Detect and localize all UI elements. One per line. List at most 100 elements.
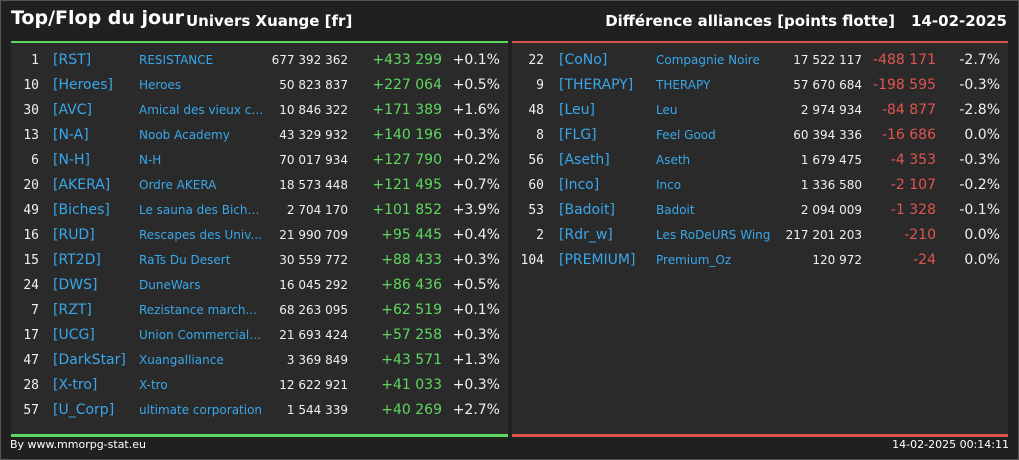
- alliance-rank: 22: [528, 53, 544, 68]
- alliance-tag-link[interactable]: [DWS]: [53, 277, 98, 293]
- alliance-tag-link[interactable]: [U_Corp]: [53, 402, 115, 418]
- alliance-name-link[interactable]: Premium_Oz: [656, 253, 732, 267]
- footer-timestamp: 14-02-2025 00:14:11: [892, 438, 1009, 451]
- alliance-name-link[interactable]: Badoit: [656, 203, 695, 217]
- alliance-rank: 17: [23, 328, 39, 343]
- points-difference: +88 433: [381, 252, 442, 268]
- alliance-name-link[interactable]: Compagnie Noire: [656, 53, 760, 67]
- alliance-name-link[interactable]: ultimate corporation: [139, 403, 263, 417]
- alliance-name-link[interactable]: Ordre AKERA: [139, 178, 217, 192]
- percent-change: +0.5%: [452, 77, 500, 93]
- alliance-rank: 10: [23, 78, 39, 93]
- alliance-tag-link[interactable]: [Leu]: [559, 102, 595, 118]
- alliance-name-link[interactable]: Les RoDeURS Wing: [656, 228, 771, 242]
- alliance-name-link[interactable]: Leu: [656, 103, 678, 117]
- alliance-name-link[interactable]: Union Commerciale...: [139, 328, 264, 342]
- alliance-points: 2 094 009: [800, 203, 862, 217]
- points-difference: -4 353: [890, 152, 936, 168]
- alliance-name-link[interactable]: Noob Academy: [139, 128, 230, 142]
- header-date: 14-02-2025: [911, 12, 1007, 30]
- alliance-name-link[interactable]: N-H: [139, 153, 162, 167]
- alliance-tag-link[interactable]: [Rdr_w]: [559, 227, 613, 243]
- alliance-rank: 16: [23, 228, 39, 243]
- flop-row: 60 [Inco] Inco 1 336 580 -2 107 -0.2%: [512, 173, 1008, 198]
- percent-change: +0.4%: [452, 227, 500, 243]
- percent-change: +1.3%: [452, 352, 500, 368]
- alliance-tag-link[interactable]: [PREMIUM]: [559, 252, 636, 268]
- points-difference: +43 571: [381, 352, 442, 368]
- alliance-rank: 13: [23, 128, 39, 143]
- alliance-rank: 57: [23, 403, 39, 418]
- flop-row: 8 [FLG] Feel Good 60 394 336 -16 686 0.0%: [512, 123, 1008, 148]
- percent-change: -0.3%: [959, 152, 1000, 168]
- alliance-points: 30 559 772: [279, 253, 348, 267]
- alliance-name-link[interactable]: Rescapes des Univ...: [139, 228, 262, 242]
- top-row: 10 [Heroes] Heroes 50 823 837 +227 064 +0.5%: [11, 73, 508, 98]
- alliance-tag-link[interactable]: [Inco]: [559, 177, 600, 193]
- alliance-points: 10 846 322: [279, 103, 348, 117]
- points-difference: +57 258: [381, 327, 442, 343]
- alliance-tag-link[interactable]: [FLG]: [559, 127, 597, 143]
- percent-change: -0.1%: [959, 202, 1000, 218]
- alliance-tag-link[interactable]: [Heroes]: [53, 77, 113, 93]
- alliance-tag-link[interactable]: [Badoit]: [559, 202, 615, 218]
- top-row: 17 [UCG] Union Commerciale... 21 693 424 +57…: [11, 323, 508, 348]
- alliance-tag-link[interactable]: [Biches]: [53, 202, 110, 218]
- points-difference: +171 389: [372, 102, 442, 118]
- flop-row: 2 [Rdr_w] Les RoDeURS Wing 217 201 203 -210 0…: [512, 223, 1008, 248]
- alliance-tag-link[interactable]: [DarkStar]: [53, 352, 126, 368]
- alliance-name-link[interactable]: Heroes: [139, 78, 182, 92]
- alliance-name-link[interactable]: Inco: [656, 178, 682, 192]
- alliance-tag-link[interactable]: [Aseth]: [559, 152, 610, 168]
- alliance-points: 2 704 170: [286, 203, 348, 217]
- alliance-tag-link[interactable]: [THERAPY]: [559, 77, 634, 93]
- alliance-tag-link[interactable]: [RT2D]: [53, 252, 101, 268]
- flop-row: 56 [Aseth] Aseth 1 679 475 -4 353 -0.3%: [512, 148, 1008, 173]
- top-row: 30 [AVC] Amical des vieux co... 10 846 322 +…: [11, 98, 508, 123]
- flop-row: 53 [Badoit] Badoit 2 094 009 -1 328 -0.1%: [512, 198, 1008, 223]
- alliance-tag-link[interactable]: [N-H]: [53, 152, 90, 168]
- alliance-name-link[interactable]: Feel Good: [656, 128, 716, 142]
- percent-change: +0.7%: [452, 177, 500, 193]
- alliance-tag-link[interactable]: [RST]: [53, 52, 92, 68]
- alliance-tag-link[interactable]: [RUD]: [53, 227, 95, 243]
- flop-row: 48 [Leu] Leu 2 974 934 -84 877 -2.8%: [512, 98, 1008, 123]
- top-row: 13 [N-A] Noob Academy 43 329 932 +140 196 +0.…: [11, 123, 508, 148]
- points-difference: +433 299: [372, 52, 442, 68]
- alliance-name-link[interactable]: DuneWars: [139, 278, 201, 292]
- alliance-name-link[interactable]: X-tro: [139, 378, 168, 392]
- top-row: 57 [U_Corp] ultimate corporation 1 544 339 +…: [11, 398, 508, 423]
- alliance-rank: 24: [23, 278, 39, 293]
- top-row: 7 [RZT] Rezistance march... 68 263 095 +62 5…: [11, 298, 508, 323]
- percent-change: +0.3%: [452, 377, 500, 393]
- top-row: 16 [RUD] Rescapes des Univ... 21 990 709 +95…: [11, 223, 508, 248]
- alliance-tag-link[interactable]: [N-A]: [53, 127, 89, 143]
- alliance-name-link[interactable]: Xuangalliance: [139, 353, 224, 367]
- alliance-name-link[interactable]: Le sauna des Biche...: [139, 203, 264, 217]
- alliance-name-link[interactable]: Amical des vieux co...: [139, 103, 264, 117]
- alliance-rank: 28: [23, 378, 39, 393]
- percent-change: -0.3%: [959, 77, 1000, 93]
- alliance-tag-link[interactable]: [UCG]: [53, 327, 95, 343]
- percent-change: 0.0%: [964, 127, 1000, 143]
- alliance-name-link[interactable]: Aseth: [656, 153, 691, 167]
- alliance-name-link[interactable]: RESISTANCE: [139, 53, 214, 67]
- percent-change: +2.7%: [452, 402, 500, 418]
- alliance-rank: 20: [23, 178, 39, 193]
- alliance-tag-link[interactable]: [AVC]: [53, 102, 92, 118]
- flop-panel: 22 [CoNo] Compagnie Noire 17 522 117 -488 17…: [512, 41, 1008, 437]
- page-title: Top/Flop du jour: [11, 7, 184, 29]
- alliance-name-link[interactable]: Rezistance march...: [139, 303, 257, 317]
- alliance-points: 43 329 932: [279, 128, 348, 142]
- alliance-tag-link[interactable]: [CoNo]: [559, 52, 608, 68]
- points-difference: -1 328: [890, 202, 936, 218]
- top-panel: 1 [RST] RESISTANCE 677 392 362 +433 299 +0.1%…: [11, 41, 508, 437]
- alliance-tag-link[interactable]: [AKERA]: [53, 177, 111, 193]
- alliance-tag-link[interactable]: [RZT]: [53, 302, 92, 318]
- alliance-name-link[interactable]: RaTs Du Desert: [139, 253, 231, 267]
- alliance-name-link[interactable]: THERAPY: [656, 78, 711, 92]
- footer-credit[interactable]: By www.mmorpg-stat.eu: [10, 438, 146, 451]
- points-difference: +62 519: [381, 302, 442, 318]
- alliance-tag-link[interactable]: [X-tro]: [53, 377, 98, 393]
- percent-change: +0.3%: [452, 252, 500, 268]
